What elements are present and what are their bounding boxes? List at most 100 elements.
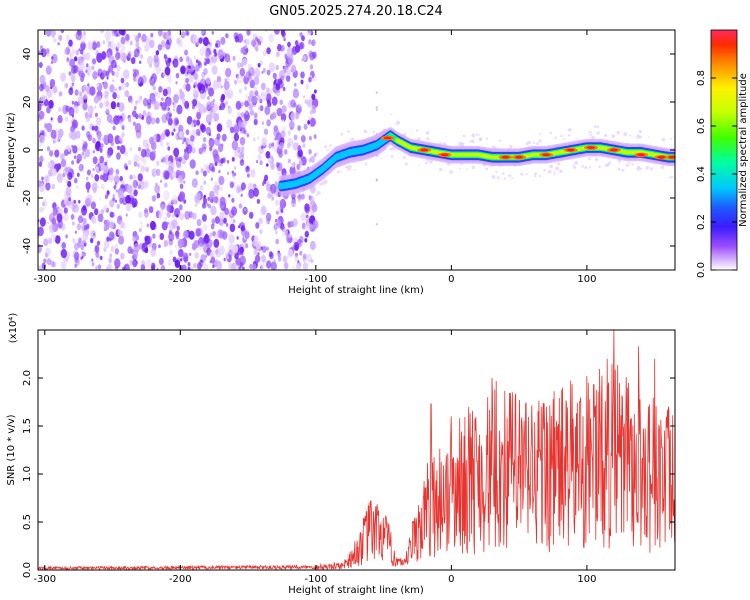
noise-blob [275, 238, 280, 245]
noise-blob [252, 137, 256, 142]
noise-blob [81, 125, 85, 131]
faint-blob [449, 170, 453, 174]
snr-frame [37, 329, 676, 571]
ridge-core [501, 155, 510, 159]
noise-blob [285, 74, 291, 82]
noise-blob [185, 77, 189, 84]
noise-blob [111, 70, 115, 76]
faint-blob [554, 136, 557, 140]
noise-blob [48, 169, 53, 177]
noise-blob [63, 149, 69, 157]
noise-blob [124, 90, 130, 98]
noise-blob [160, 40, 166, 48]
noise-blob [266, 260, 272, 269]
noise-blob [147, 98, 152, 106]
noise-blob [262, 245, 267, 253]
figure-title: GN05.2025.274.20.18.C24 [269, 4, 443, 19]
noise-blob [60, 72, 67, 82]
noise-blob [216, 184, 221, 191]
noise-blob [142, 98, 149, 107]
noise-blob [177, 174, 184, 184]
noise-blob [176, 234, 180, 240]
noise-blob [266, 69, 271, 76]
noise-blob [307, 99, 313, 108]
noise-blob [218, 176, 224, 185]
noise-blob [275, 230, 278, 235]
faint-blob [532, 142, 536, 145]
noise-blob [277, 256, 282, 262]
faint-blob [576, 138, 578, 141]
noise-blob [68, 39, 73, 47]
noise-blob [240, 193, 243, 197]
noise-blob [210, 223, 215, 230]
noise-blob [74, 155, 77, 160]
noise-blob [178, 204, 183, 211]
noise-blob [174, 244, 178, 249]
noise-blob [58, 91, 63, 97]
noise-blob [144, 212, 149, 218]
noise-blob [134, 122, 142, 133]
colorbar-tick-label: 0.0 [696, 262, 707, 278]
noise-blob [261, 121, 265, 126]
noise-blob [274, 199, 280, 207]
noise-blob [265, 106, 271, 114]
noise-blob [140, 54, 144, 59]
noise-blob [244, 100, 249, 108]
x-tick-label: -300 [33, 274, 56, 285]
noise-blob [221, 231, 228, 240]
noise-blob [130, 57, 136, 65]
faint-blob [324, 145, 328, 149]
noise-blob [51, 56, 54, 60]
noise-blob [247, 173, 250, 178]
noise-blob [186, 115, 193, 125]
noise-blob [253, 187, 259, 197]
noise-blob [146, 143, 150, 149]
noise-blob [52, 35, 55, 39]
faint-blob [508, 174, 512, 177]
ridge-core [587, 146, 595, 150]
faint-blob [347, 165, 352, 169]
noise-blob [196, 218, 202, 227]
noise-blob [38, 103, 42, 112]
noise-blob [113, 185, 117, 190]
noise-blob [188, 69, 193, 76]
noise-blob [83, 155, 86, 160]
noise-blob [185, 129, 190, 136]
noise-blob [171, 195, 177, 204]
snr-series-line [38, 330, 675, 570]
noise-blob [152, 85, 156, 91]
noise-blob [99, 174, 104, 181]
noise-blob [82, 84, 87, 92]
faint-blob [426, 137, 430, 141]
noise-blob [96, 52, 103, 63]
faint-blob [567, 134, 571, 137]
noise-blob [207, 197, 210, 201]
noise-blob [194, 64, 200, 72]
faint-blob [520, 172, 524, 176]
noise-blob [157, 30, 163, 37]
y-tick-label: 0 [22, 147, 33, 153]
ridge-core [542, 153, 551, 157]
noise-blob [94, 112, 98, 118]
noise-blob [153, 58, 160, 68]
noise-blob [145, 258, 152, 269]
noise-blob [238, 88, 242, 94]
noise-blob [232, 244, 239, 254]
noise-blob [260, 263, 265, 270]
noise-blob [178, 156, 182, 162]
noise-blob [298, 103, 302, 108]
faint-blob [363, 129, 368, 134]
noise-blob [284, 53, 288, 59]
noise-blob [44, 84, 50, 92]
noise-blob [163, 190, 170, 201]
noise-blob [246, 30, 251, 36]
noise-blob [208, 138, 215, 148]
colorbar-tick-label: 0.6 [696, 118, 707, 134]
noise-blob [308, 76, 312, 83]
noise-blob [65, 186, 72, 196]
noise-blob [64, 116, 69, 122]
noise-blob [77, 146, 81, 152]
noise-blob [60, 30, 65, 34]
noise-blob [38, 244, 42, 254]
noise-blob [110, 119, 114, 125]
